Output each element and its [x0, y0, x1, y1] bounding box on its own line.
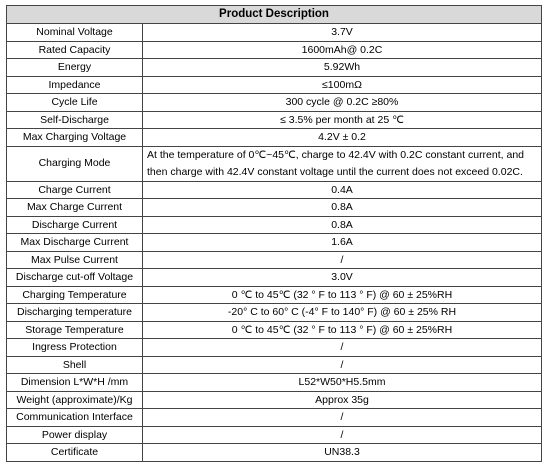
spec-sheet: Product Description Nominal Voltage 3.7V R…	[6, 5, 542, 462]
spec-label: Dimension L*W*H /mm	[6, 373, 143, 392]
table-title: Product Description	[6, 5, 542, 24]
spec-label: Certificate	[6, 443, 143, 462]
spec-label: Self-Discharge	[6, 110, 143, 129]
spec-value: 0.8A	[142, 215, 542, 234]
spec-label: Energy	[6, 58, 143, 77]
spec-row: Charging Mode At the temperature of 0℃~45…	[6, 145, 542, 182]
spec-value: /	[142, 250, 542, 269]
spec-label: Discharge cut-off Voltage	[6, 268, 143, 287]
spec-label: Charge Current	[6, 180, 143, 199]
spec-value: 1600mAh@ 0.2C	[142, 40, 542, 59]
spec-label: Charging Mode	[6, 145, 143, 182]
spec-value: At the temperature of 0℃~45℃, charge to …	[142, 145, 542, 182]
spec-row: Weight (approximate)/Kg Approx 35g	[6, 390, 542, 409]
spec-row: Max Charge Current 0.8A	[6, 198, 542, 217]
spec-value: /	[142, 355, 542, 374]
spec-value: -20° C to 60° C (-4° F to 140° F) @ 60 ±…	[142, 303, 542, 322]
spec-value: 0 ℃ to 45℃ (32 ° F to 113 ° F) @ 60 ± 25…	[142, 320, 542, 339]
spec-value: /	[142, 338, 542, 357]
spec-row: Nominal Voltage 3.7V	[6, 23, 542, 42]
spec-row: Self-Discharge ≤ 3.5% per month at 25 ℃	[6, 110, 542, 129]
spec-value: /	[142, 408, 542, 427]
spec-label: Discharging temperature	[6, 303, 143, 322]
spec-label: Max Charging Voltage	[6, 128, 143, 147]
spec-value: 3.7V	[142, 23, 542, 42]
spec-row: Discharge Current 0.8A	[6, 215, 542, 234]
spec-label: Max Charge Current	[6, 198, 143, 217]
spec-value: 0.4A	[142, 180, 542, 199]
spec-row: Max Discharge Current 1.6A	[6, 233, 542, 252]
spec-label: Power display	[6, 425, 143, 444]
spec-label: Communication Interface	[6, 408, 143, 427]
spec-row: Charging Temperature 0 ℃ to 45℃ (32 ° F t…	[6, 285, 542, 304]
spec-row: Charge Current 0.4A	[6, 180, 542, 199]
spec-value: 0.8A	[142, 198, 542, 217]
spec-value: ≤ 3.5% per month at 25 ℃	[142, 110, 542, 129]
spec-value: 4.2V ± 0.2	[142, 128, 542, 147]
spec-row: Shell /	[6, 355, 542, 374]
spec-value: L52*W50*H5.5mm	[142, 373, 542, 392]
spec-row: Communication Interface /	[6, 408, 542, 427]
spec-label: Max Discharge Current	[6, 233, 143, 252]
spec-value: Approx 35g	[142, 390, 542, 409]
spec-row: Discharge cut-off Voltage 3.0V	[6, 268, 542, 287]
spec-row: Discharging temperature -20° C to 60° C (…	[6, 303, 542, 322]
spec-value: /	[142, 425, 542, 444]
spec-value: 3.0V	[142, 268, 542, 287]
spec-label: Storage Temperature	[6, 320, 143, 339]
spec-value: 0 ℃ to 45℃ (32 ° F to 113 ° F) @ 60 ± 25…	[142, 285, 542, 304]
spec-label: Ingress Protection	[6, 338, 143, 357]
spec-value: 5.92Wh	[142, 58, 542, 77]
spec-label: Cycle Life	[6, 93, 143, 112]
spec-label: Discharge Current	[6, 215, 143, 234]
spec-label: Weight (approximate)/Kg	[6, 390, 143, 409]
spec-row: Power display /	[6, 425, 542, 444]
spec-row: Ingress Protection /	[6, 338, 542, 357]
spec-row: Max Pulse Current /	[6, 250, 542, 269]
spec-row: Max Charging Voltage 4.2V ± 0.2	[6, 128, 542, 147]
spec-row: Dimension L*W*H /mm L52*W50*H5.5mm	[6, 373, 542, 392]
spec-table: Product Description Nominal Voltage 3.7V R…	[6, 5, 542, 462]
spec-label: Nominal Voltage	[6, 23, 143, 42]
spec-row: Cycle Life 300 cycle @ 0.2C ≥80%	[6, 93, 542, 112]
spec-value: 1.6A	[142, 233, 542, 252]
header-row: Product Description	[6, 5, 542, 24]
spec-row: Energy 5.92Wh	[6, 58, 542, 77]
spec-row: Storage Temperature 0 ℃ to 45℃ (32 ° F to…	[6, 320, 542, 339]
spec-label: Rated Capacity	[6, 40, 143, 59]
spec-label: Impedance	[6, 75, 143, 94]
spec-row: Rated Capacity 1600mAh@ 0.2C	[6, 40, 542, 59]
spec-label: Max Pulse Current	[6, 250, 143, 269]
table-body: Nominal Voltage 3.7V Rated Capacity 1600mAh…	[6, 23, 542, 462]
spec-value: UN38.3	[142, 443, 542, 462]
table-head: Product Description	[6, 5, 542, 24]
spec-row: Certificate UN38.3	[6, 443, 542, 462]
spec-label: Shell	[6, 355, 143, 374]
spec-value: ≤100mΩ	[142, 75, 542, 94]
spec-row: Impedance ≤100mΩ	[6, 75, 542, 94]
spec-value: 300 cycle @ 0.2C ≥80%	[142, 93, 542, 112]
spec-label: Charging Temperature	[6, 285, 143, 304]
